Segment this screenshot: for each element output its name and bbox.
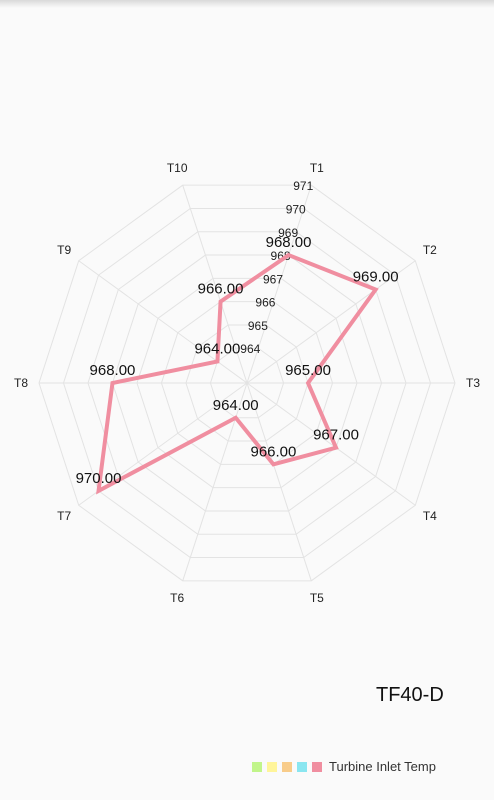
category-label: T10 — [167, 161, 188, 175]
category-label: T3 — [466, 376, 480, 390]
data-label: 969.00 — [353, 269, 399, 286]
radial-tick-label: 969 — [278, 226, 298, 240]
category-label: T8 — [14, 376, 28, 390]
legend-swatch-4 — [297, 761, 307, 772]
data-label: 967.00 — [313, 427, 359, 444]
grid-spoke — [246, 185, 312, 384]
legend-swatch-2 — [267, 761, 277, 772]
data-label: 970.00 — [76, 470, 122, 487]
category-label: T5 — [310, 591, 324, 605]
grid-spoke — [246, 382, 416, 506]
category-label: T1 — [310, 161, 324, 175]
top-shadow — [0, 0, 494, 8]
series-line — [96, 252, 379, 495]
category-label: T6 — [170, 591, 184, 605]
category-label: T2 — [423, 243, 437, 257]
chart-title: TF40-D — [376, 684, 444, 706]
radial-tick-label: 965 — [248, 319, 268, 333]
radial-tick-label: 966 — [255, 296, 275, 310]
grid-spoke — [246, 382, 312, 581]
radial-tick-label: 971 — [293, 179, 313, 193]
category-label: T7 — [57, 509, 71, 523]
data-label: 964.00 — [213, 397, 259, 414]
grid-spoke — [182, 185, 248, 384]
legend-label: Turbine Inlet Temp — [329, 759, 436, 774]
radial-tick-label: 967 — [263, 272, 283, 286]
data-label: 968.00 — [90, 362, 136, 379]
data-label: 964.00 — [194, 341, 240, 358]
grid-spoke — [246, 260, 416, 384]
radial-tick-label: 964 — [240, 342, 260, 356]
legend-swatch-3 — [282, 761, 292, 772]
legend-swatch-1 — [252, 761, 262, 772]
category-label: T9 — [57, 243, 71, 257]
data-label: 968.00 — [266, 234, 312, 251]
data-label: 965.00 — [285, 362, 331, 379]
legend-swatch-5 — [312, 761, 322, 772]
radial-tick-label: 968 — [271, 249, 291, 263]
category-label: T4 — [423, 509, 437, 523]
legend: Turbine Inlet Temp — [252, 759, 436, 774]
data-label: 966.00 — [198, 281, 244, 298]
data-label: 966.00 — [250, 443, 296, 460]
radial-tick-label: 970 — [286, 202, 306, 216]
